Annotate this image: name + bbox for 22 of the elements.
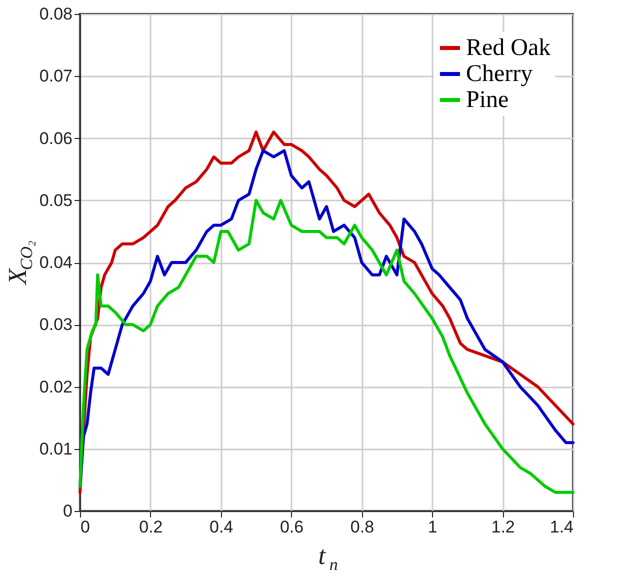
x-tick-label: 1	[428, 518, 438, 536]
y-tick-label: 0.02	[39, 377, 72, 396]
x-tick-label: 0.4	[210, 518, 234, 536]
y-tick-label: 0	[63, 502, 72, 520]
y-tick-label: 0.04	[39, 253, 72, 272]
x-tick-label: 0.6	[280, 518, 304, 536]
y-tick-label: 0.01	[39, 439, 72, 458]
legend-label: Pine	[466, 87, 509, 113]
legend-label: Cherry	[466, 61, 533, 87]
x-tick-label: 1.2	[491, 518, 515, 536]
x-tick-label: 0	[80, 518, 90, 536]
x-tick-label: 1.4	[550, 518, 574, 536]
x-tick-label: 0.2	[139, 518, 163, 536]
y-tick-label: 0.08	[39, 4, 72, 24]
y-tick-label: 0.03	[39, 315, 72, 334]
legend-label: Red Oak	[466, 35, 551, 61]
line-series	[78, 198, 574, 494]
y-axis-title: XCO₂	[3, 240, 36, 286]
y-tick-label: 0.06	[39, 128, 72, 148]
y-tick-label: 0.07	[39, 66, 72, 86]
y-tick-label: 0.05	[39, 190, 72, 210]
x-tick-label: 0.8	[350, 518, 374, 536]
